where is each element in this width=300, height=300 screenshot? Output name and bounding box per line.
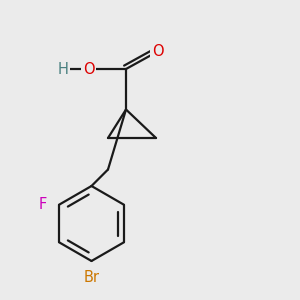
Text: Br: Br xyxy=(83,270,100,285)
Text: O: O xyxy=(152,44,163,59)
Text: O: O xyxy=(83,61,94,76)
Text: F: F xyxy=(38,197,46,212)
Text: H: H xyxy=(58,61,68,76)
